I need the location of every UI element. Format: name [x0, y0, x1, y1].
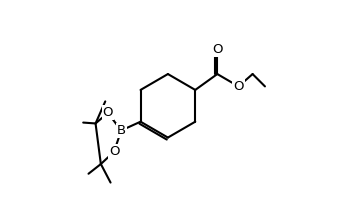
Text: B: B — [117, 124, 126, 137]
Text: O: O — [212, 43, 223, 56]
Text: O: O — [109, 145, 119, 158]
Text: O: O — [233, 80, 244, 93]
Text: O: O — [103, 106, 113, 119]
